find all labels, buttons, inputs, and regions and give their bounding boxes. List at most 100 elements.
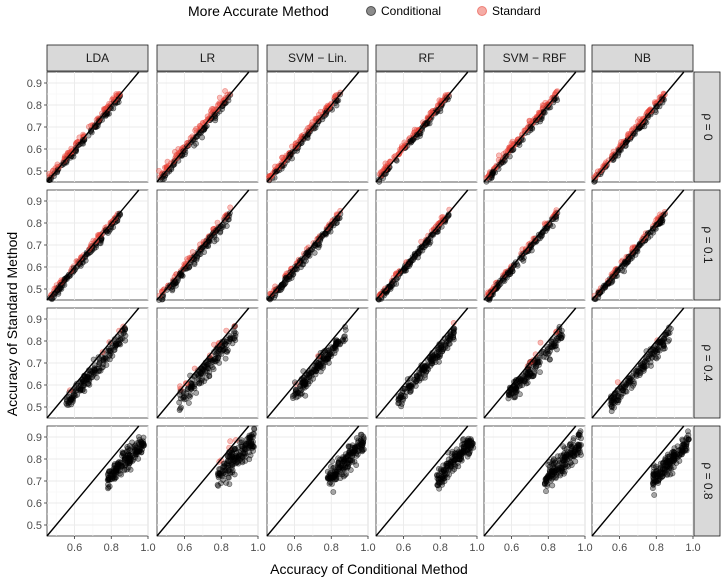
- legend-label-conditional: Conditional: [381, 4, 441, 18]
- x-tick-label: 0.6: [67, 542, 82, 554]
- point-conditional: [335, 464, 342, 471]
- panel: [591, 307, 694, 419]
- point-conditional: [211, 238, 218, 245]
- panels: LDA LR SVM − Lin. RF SVM − RBF NB ρ = 0 ρ = 0.1…: [27, 44, 721, 554]
- panel: [266, 307, 369, 419]
- point-conditional: [105, 476, 112, 483]
- point-conditional: [212, 117, 219, 124]
- point-conditional: [516, 142, 523, 148]
- row-strip: [693, 307, 721, 419]
- point-conditional: [549, 482, 556, 489]
- point-conditional: [65, 402, 72, 408]
- y-tick-label: 0.9: [27, 196, 42, 208]
- point-conditional: [683, 447, 690, 454]
- y-tick-label: 0.5: [27, 520, 42, 532]
- point-conditional: [125, 464, 132, 471]
- point-conditional: [430, 353, 437, 359]
- point-conditional: [118, 463, 125, 470]
- y-tick-label: 0.6: [27, 262, 42, 274]
- point-conditional: [653, 478, 660, 485]
- legend: More Accurate Method Conditional Standar…: [188, 3, 541, 19]
- legend-title: More Accurate Method: [188, 3, 329, 19]
- point-conditional: [232, 337, 239, 343]
- point-conditional: [332, 476, 339, 483]
- point-standard: [189, 249, 196, 255]
- point-conditional: [659, 337, 666, 344]
- point-conditional: [575, 431, 582, 438]
- point-standard: [227, 438, 234, 445]
- point-conditional: [356, 442, 362, 449]
- point-conditional: [228, 461, 235, 468]
- x-tick-label: 0.8: [104, 542, 119, 554]
- column-strip: [266, 44, 369, 72]
- point-conditional: [650, 485, 656, 492]
- point-conditional: [620, 387, 626, 393]
- point-conditional: [614, 399, 621, 406]
- legend-marker-conditional: [366, 6, 376, 16]
- point-conditional: [333, 102, 340, 109]
- y-tick-label: 0.8: [27, 218, 42, 230]
- point-conditional: [176, 399, 183, 406]
- panel: [375, 307, 478, 419]
- point-conditional: [112, 341, 119, 348]
- identity-line: [46, 71, 140, 183]
- panel: [483, 189, 586, 303]
- point-standard: [110, 95, 116, 102]
- point-conditional: [661, 465, 668, 472]
- point-conditional: [178, 404, 184, 411]
- point-conditional: [552, 343, 559, 350]
- point-conditional: [286, 153, 292, 160]
- x-tick-label: 1.0: [469, 542, 484, 554]
- point-conditional: [395, 400, 402, 407]
- point-conditional: [223, 461, 230, 467]
- x-tick-label: 0.8: [541, 542, 556, 554]
- point-conditional: [128, 448, 135, 455]
- panel: [375, 189, 478, 303]
- point-conditional: [637, 369, 644, 376]
- point-conditional: [625, 377, 631, 384]
- point-conditional: [135, 434, 142, 440]
- point-conditional: [546, 356, 553, 363]
- point-conditional: [68, 396, 74, 403]
- point-conditional: [517, 377, 524, 384]
- point-conditional: [552, 337, 559, 344]
- point-conditional: [651, 492, 658, 498]
- y-tick-label: 0.8: [27, 100, 42, 112]
- point-conditional: [561, 445, 568, 452]
- panel: [591, 71, 694, 185]
- point-conditional: [537, 369, 543, 375]
- point-conditional: [300, 382, 307, 389]
- x-tick-label: 0.6: [287, 542, 302, 554]
- point-conditional: [446, 333, 453, 340]
- point-conditional: [435, 465, 442, 472]
- point-conditional: [570, 437, 577, 444]
- point-conditional: [95, 368, 102, 375]
- panel: [483, 71, 586, 185]
- point-conditional: [240, 449, 247, 456]
- x-tick-label: 1.0: [360, 542, 375, 554]
- column-strip-label: LR: [200, 51, 216, 65]
- point-conditional: [561, 454, 568, 461]
- point-conditional: [224, 337, 230, 343]
- point-conditional: [524, 379, 531, 386]
- x-tick-label: 0.6: [612, 542, 627, 554]
- point-conditional: [438, 344, 445, 351]
- point-conditional: [465, 435, 472, 442]
- point-standard: [289, 143, 295, 150]
- identity-line: [266, 71, 360, 183]
- point-conditional: [308, 370, 314, 376]
- panel: 0.6 0.8 1.0: [375, 425, 485, 554]
- point-conditional: [654, 471, 660, 478]
- y-tick-label: 0.6: [27, 144, 42, 156]
- point-conditional: [333, 337, 340, 344]
- y-tick-label: 0.7: [27, 358, 42, 370]
- panel: [156, 189, 259, 303]
- point-conditional: [621, 268, 627, 275]
- point-conditional: [217, 472, 224, 478]
- panel: 0.5 0.6 0.7 0.8 0.9 0.6 0.8 1.0: [27, 425, 156, 554]
- panel: 0.5 0.6 0.7 0.8 0.9: [27, 307, 149, 419]
- point-conditional: [413, 372, 420, 379]
- column-strip-label: SVM − Lin.: [288, 51, 347, 65]
- point-conditional: [557, 472, 564, 479]
- point-conditional: [110, 105, 117, 112]
